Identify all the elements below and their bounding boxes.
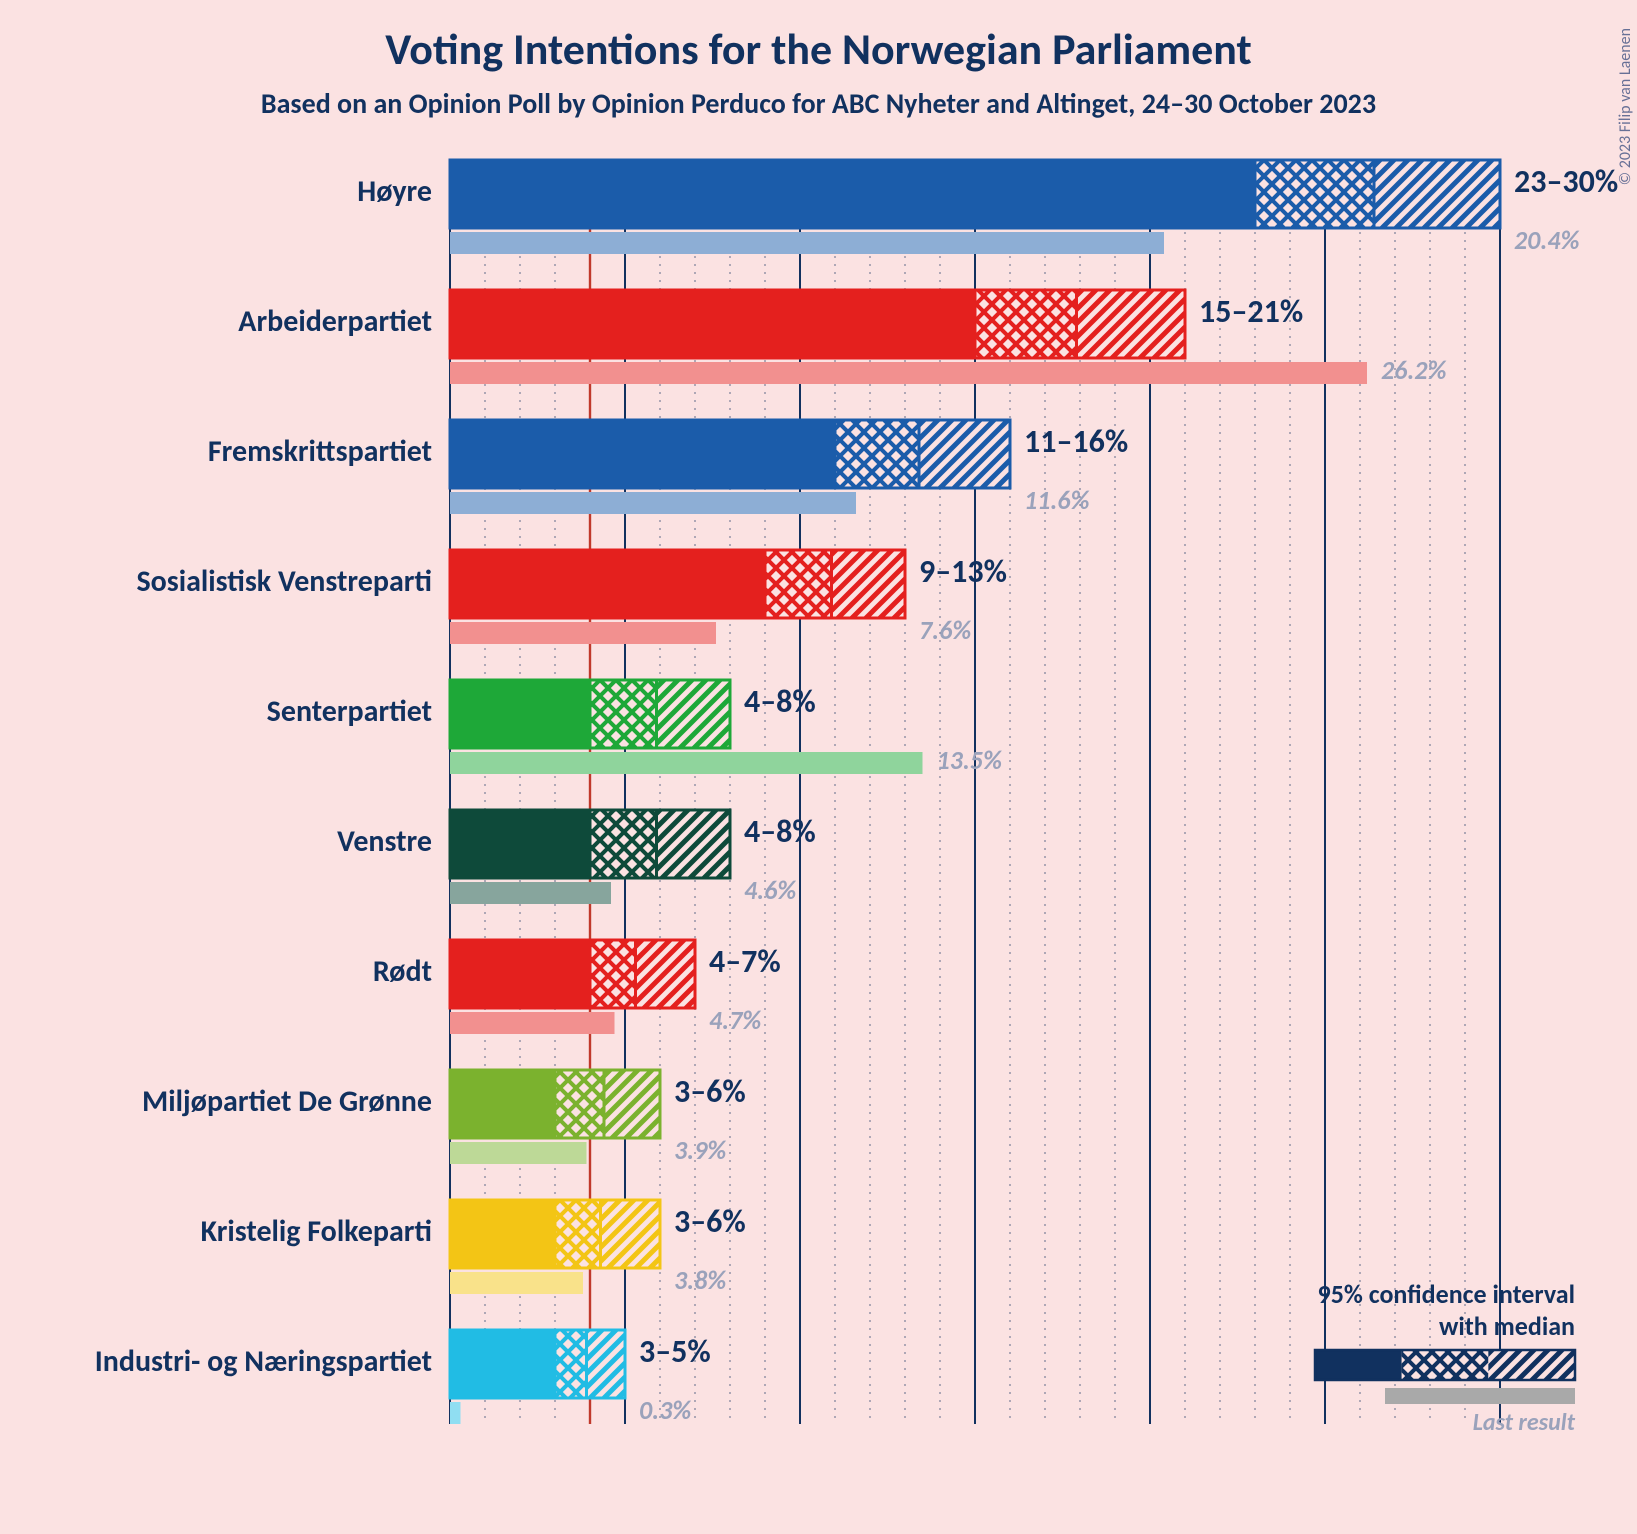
chart-subtitle: Based on an Opinion Poll by Opinion Perd… — [0, 86, 1637, 121]
prev-label: 7.6% — [919, 614, 971, 646]
party-label: Kristelig Folkeparti — [0, 1213, 432, 1250]
party-label: Fremskrittspartiet — [0, 433, 432, 470]
party-label: Industri- og Næringspartiet — [0, 1343, 432, 1380]
prev-label: 13.5% — [937, 744, 1002, 776]
party-bar — [450, 680, 923, 774]
prev-label: 3.9% — [674, 1134, 726, 1166]
legend-ci-line1: 95% confidence interval — [1075, 1278, 1575, 1310]
range-label: 23–30% — [1514, 162, 1618, 201]
party-label: Rødt — [0, 953, 432, 990]
prev-label: 0.3% — [639, 1394, 691, 1426]
range-label: 4–8% — [744, 682, 816, 721]
range-label: 11–16% — [1024, 422, 1128, 461]
party-label: Venstre — [0, 823, 432, 860]
range-label: 3–5% — [639, 1332, 711, 1371]
range-label: 4–7% — [709, 942, 781, 981]
prev-label: 20.4% — [1514, 224, 1579, 256]
prev-label: 11.6% — [1024, 484, 1089, 516]
party-bar — [450, 420, 1010, 514]
party-bar — [450, 810, 730, 904]
party-label: Høyre — [0, 173, 432, 210]
range-label: 4–8% — [744, 812, 816, 851]
party-bar — [450, 550, 905, 644]
range-label: 3–6% — [674, 1202, 746, 1241]
range-label: 15–21% — [1199, 292, 1303, 331]
prev-label: 4.6% — [744, 874, 796, 906]
party-label: Sosialistisk Venstreparti — [0, 563, 432, 600]
legend-ci-line2: with median — [1075, 1310, 1575, 1342]
party-bar — [450, 160, 1500, 254]
party-label: Senterpartiet — [0, 693, 432, 730]
party-bar — [450, 1070, 660, 1164]
range-label: 9–13% — [919, 552, 1007, 591]
copyright: © 2023 Filip van Laenen — [1616, 28, 1635, 185]
prev-label: 26.2% — [1381, 354, 1446, 386]
range-label: 3–6% — [674, 1072, 746, 1111]
party-label: Miljøpartiet De Grønne — [0, 1083, 432, 1120]
legend-last-result: Last result — [1075, 1408, 1575, 1437]
party-bar — [450, 1200, 660, 1294]
prev-label: 4.7% — [709, 1004, 761, 1036]
party-bar — [450, 940, 695, 1034]
party-label: Arbeiderpartiet — [0, 303, 432, 340]
chart-title: Voting Intentions for the Norwegian Parl… — [0, 22, 1637, 76]
party-bar — [450, 1330, 625, 1424]
prev-label: 3.8% — [674, 1264, 726, 1296]
